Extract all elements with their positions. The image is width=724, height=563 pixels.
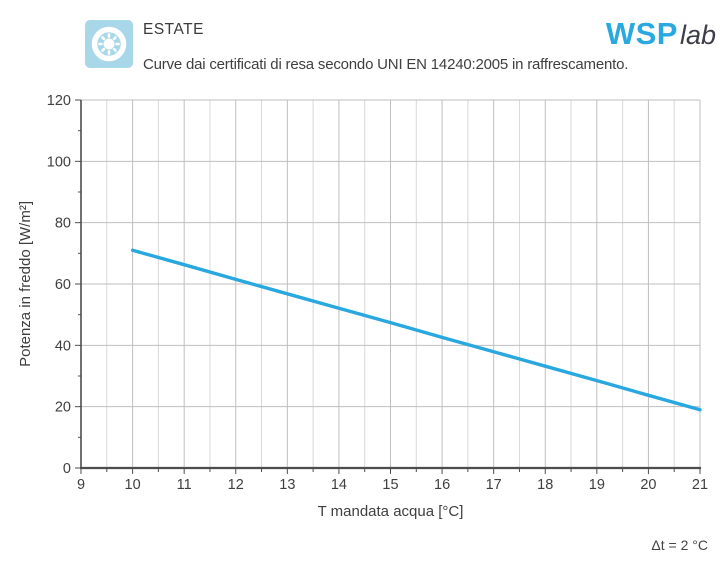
x-tick-label: 9 [77,477,85,493]
chart-subtitle: Curve dai certificati di resa secondo UN… [143,56,629,73]
y-tick-label: 100 [47,154,71,170]
delta-t-annotation: Δt = 2 °C [651,537,708,553]
x-tick-label: 14 [331,477,347,493]
y-tick-label: 80 [55,216,71,232]
x-tick-label: 16 [434,477,450,493]
y-tick-label: 120 [47,93,71,109]
x-tick-label: 18 [537,477,553,493]
x-tick-label: 20 [640,477,656,493]
x-tick-label: 11 [177,477,192,493]
y-axis-title: Potenza in freddo [W/m²] [16,201,34,367]
sun-icon [85,20,133,68]
x-tick-label: 13 [279,477,295,493]
y-tick-label: 60 [55,277,71,293]
y-axis-title-wrap: Potenza in freddo [W/m²] [12,100,38,468]
header-titles: ESTATE Curve dai certificati di resa sec… [143,21,718,74]
logo-wsp: WSP [605,16,678,51]
x-tick-label: 15 [382,477,398,493]
wsplab-logo: WSPlab [606,16,716,52]
page-title: ESTATE [143,21,204,38]
x-tick-label: 17 [486,477,502,493]
y-tick-label: 20 [55,400,71,416]
x-tick-label: 19 [589,477,605,493]
y-tick-label: 40 [55,338,71,354]
logo-lab: lab [679,20,716,50]
x-tick-label: 10 [125,477,141,493]
data-line [130,248,702,412]
y-tick-label: 0 [63,461,71,477]
sun-icon-graphic [85,20,133,68]
x-tick-label: 21 [692,477,708,493]
x-axis-title: T mandata acqua [°C] [317,503,464,520]
x-tick-label: 12 [228,477,244,493]
